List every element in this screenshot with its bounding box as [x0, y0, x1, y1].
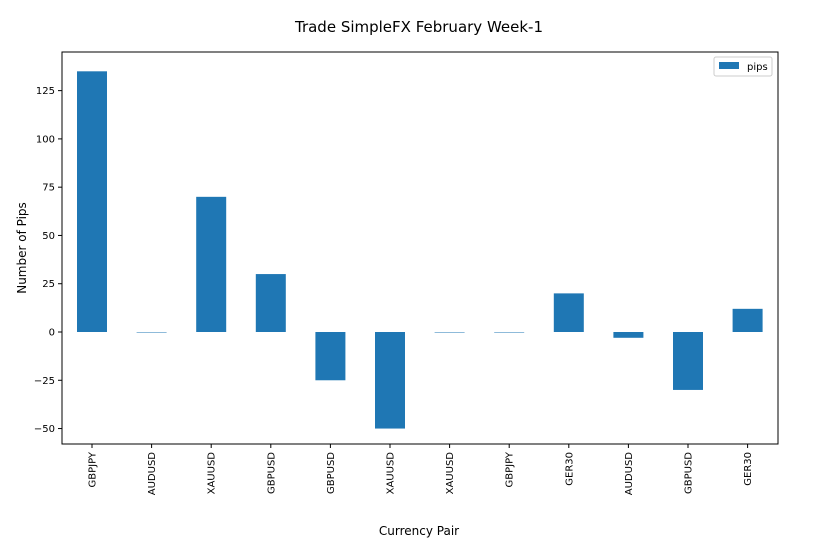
x-tick-label: GBPJPY	[505, 451, 516, 487]
bar-1	[136, 332, 167, 333]
y-tick-label: 100	[36, 134, 55, 145]
bars	[77, 71, 763, 429]
y-tick-label: 50	[42, 231, 55, 242]
y-tick-label: −25	[34, 376, 55, 387]
bar-0	[77, 71, 107, 332]
legend-swatch	[719, 62, 739, 69]
bar-11	[732, 308, 763, 332]
plot-frame	[61, 51, 779, 445]
bar-8	[553, 293, 584, 332]
y-axis: −50 −25 0 25 50 75 100 125	[34, 86, 62, 435]
bar-5	[375, 332, 405, 429]
y-tick-label: −50	[34, 424, 55, 435]
y-tick-label: 75	[42, 183, 55, 194]
x-tick-label: GBPJPY	[88, 451, 99, 487]
legend: pips	[713, 56, 773, 77]
x-tick-label: GER30	[743, 452, 754, 486]
x-tick-label: GER30	[564, 452, 575, 486]
x-tick-label: XAUUSD	[445, 452, 456, 495]
chart-title: Trade SimpleFX February Week-1	[294, 18, 543, 36]
y-tick-label: 25	[42, 279, 55, 290]
x-tick-label: AUDUSD	[624, 452, 635, 496]
bar-3	[255, 274, 286, 332]
x-tick-label: GBPUSD	[326, 452, 337, 494]
bar-10	[673, 332, 703, 390]
x-tick-label: GBPUSD	[684, 452, 695, 494]
x-tick-label: AUDUSD	[147, 452, 158, 496]
bar-9	[613, 332, 644, 338]
x-tick-label: GBPUSD	[266, 452, 277, 494]
y-axis-label: Number of Pips	[15, 202, 29, 294]
bar-6	[434, 332, 465, 333]
y-tick-label: 125	[36, 86, 55, 97]
x-axis-label: Currency Pair	[379, 524, 459, 538]
legend-label: pips	[747, 62, 768, 73]
bar-7	[494, 332, 525, 333]
x-tick-label: XAUUSD	[207, 452, 218, 495]
x-tick-label: XAUUSD	[386, 452, 397, 495]
bar-4	[315, 332, 346, 381]
x-axis: GBPJPY AUDUSD XAUUSD GBPUSD GBPUSD XAUUSD XAUU…	[88, 444, 754, 496]
y-tick-label: 0	[49, 328, 55, 339]
bar-2	[196, 196, 227, 332]
legend-box	[713, 56, 773, 77]
